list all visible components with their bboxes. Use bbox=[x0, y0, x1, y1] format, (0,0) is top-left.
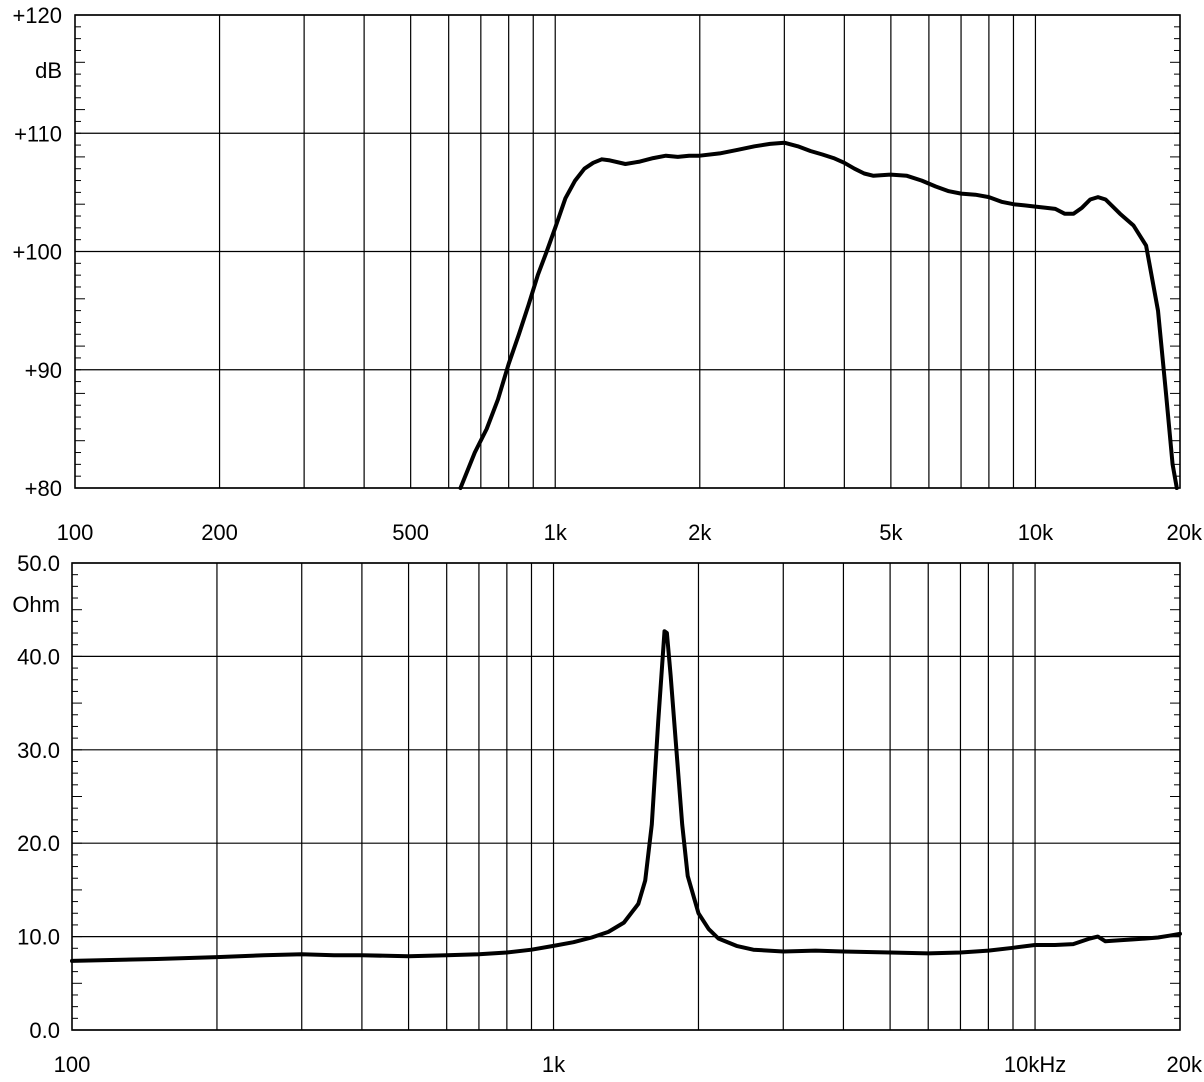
series-line bbox=[458, 140, 1179, 490]
axis-minor-ticks bbox=[72, 562, 1180, 1031]
x-tick-label: 2k bbox=[688, 520, 712, 545]
plot-frame bbox=[74, 14, 1181, 489]
y-tick-label: +110 bbox=[14, 121, 62, 146]
x-tick-label: 200 bbox=[201, 520, 238, 545]
grid bbox=[75, 14, 1180, 489]
x-tick-label: 5k bbox=[879, 520, 903, 545]
x-tick-label: 10k bbox=[1018, 520, 1054, 545]
y-tick-label: 20.0 bbox=[17, 831, 60, 856]
y-axis-unit-label: Ohm bbox=[12, 592, 60, 617]
y-axis-unit-label: dB bbox=[35, 58, 62, 83]
impedance-chart: 50.0 40.0 30.0 20.0 10.0 0.0 Ohm 100 1k 10kHz 20k bbox=[12, 551, 1203, 1077]
y-tick-label: +120 bbox=[12, 3, 62, 28]
y-tick-label: 10.0 bbox=[17, 925, 60, 950]
x-tick-label: 500 bbox=[392, 520, 429, 545]
x-tick-label: 1k bbox=[544, 520, 568, 545]
x-tick-label: 1k bbox=[542, 1052, 566, 1077]
grid bbox=[72, 562, 1180, 1031]
y-tick-label: +80 bbox=[25, 476, 62, 501]
x-tick-label: 10kHz bbox=[1004, 1052, 1066, 1077]
y-tick-label: +100 bbox=[12, 240, 62, 265]
y-tick-label: +90 bbox=[25, 358, 62, 383]
series-line bbox=[70, 629, 1182, 963]
x-tick-label: 100 bbox=[54, 1052, 91, 1077]
y-tick-label: 50.0 bbox=[17, 551, 60, 576]
x-tick-label: 100 bbox=[57, 520, 94, 545]
x-tick-label: 20k bbox=[1167, 1052, 1203, 1077]
y-tick-label: 40.0 bbox=[17, 644, 60, 669]
plot-frame bbox=[71, 562, 1181, 1031]
x-tick-label: 20k bbox=[1167, 520, 1203, 545]
frequency-response-chart: +120 +110 +100 +90 +80 dB 100 200 500 1k 2k 5k 10k 20… bbox=[12, 3, 1203, 545]
y-tick-label: 0.0 bbox=[29, 1018, 60, 1043]
y-tick-label: 30.0 bbox=[17, 738, 60, 763]
